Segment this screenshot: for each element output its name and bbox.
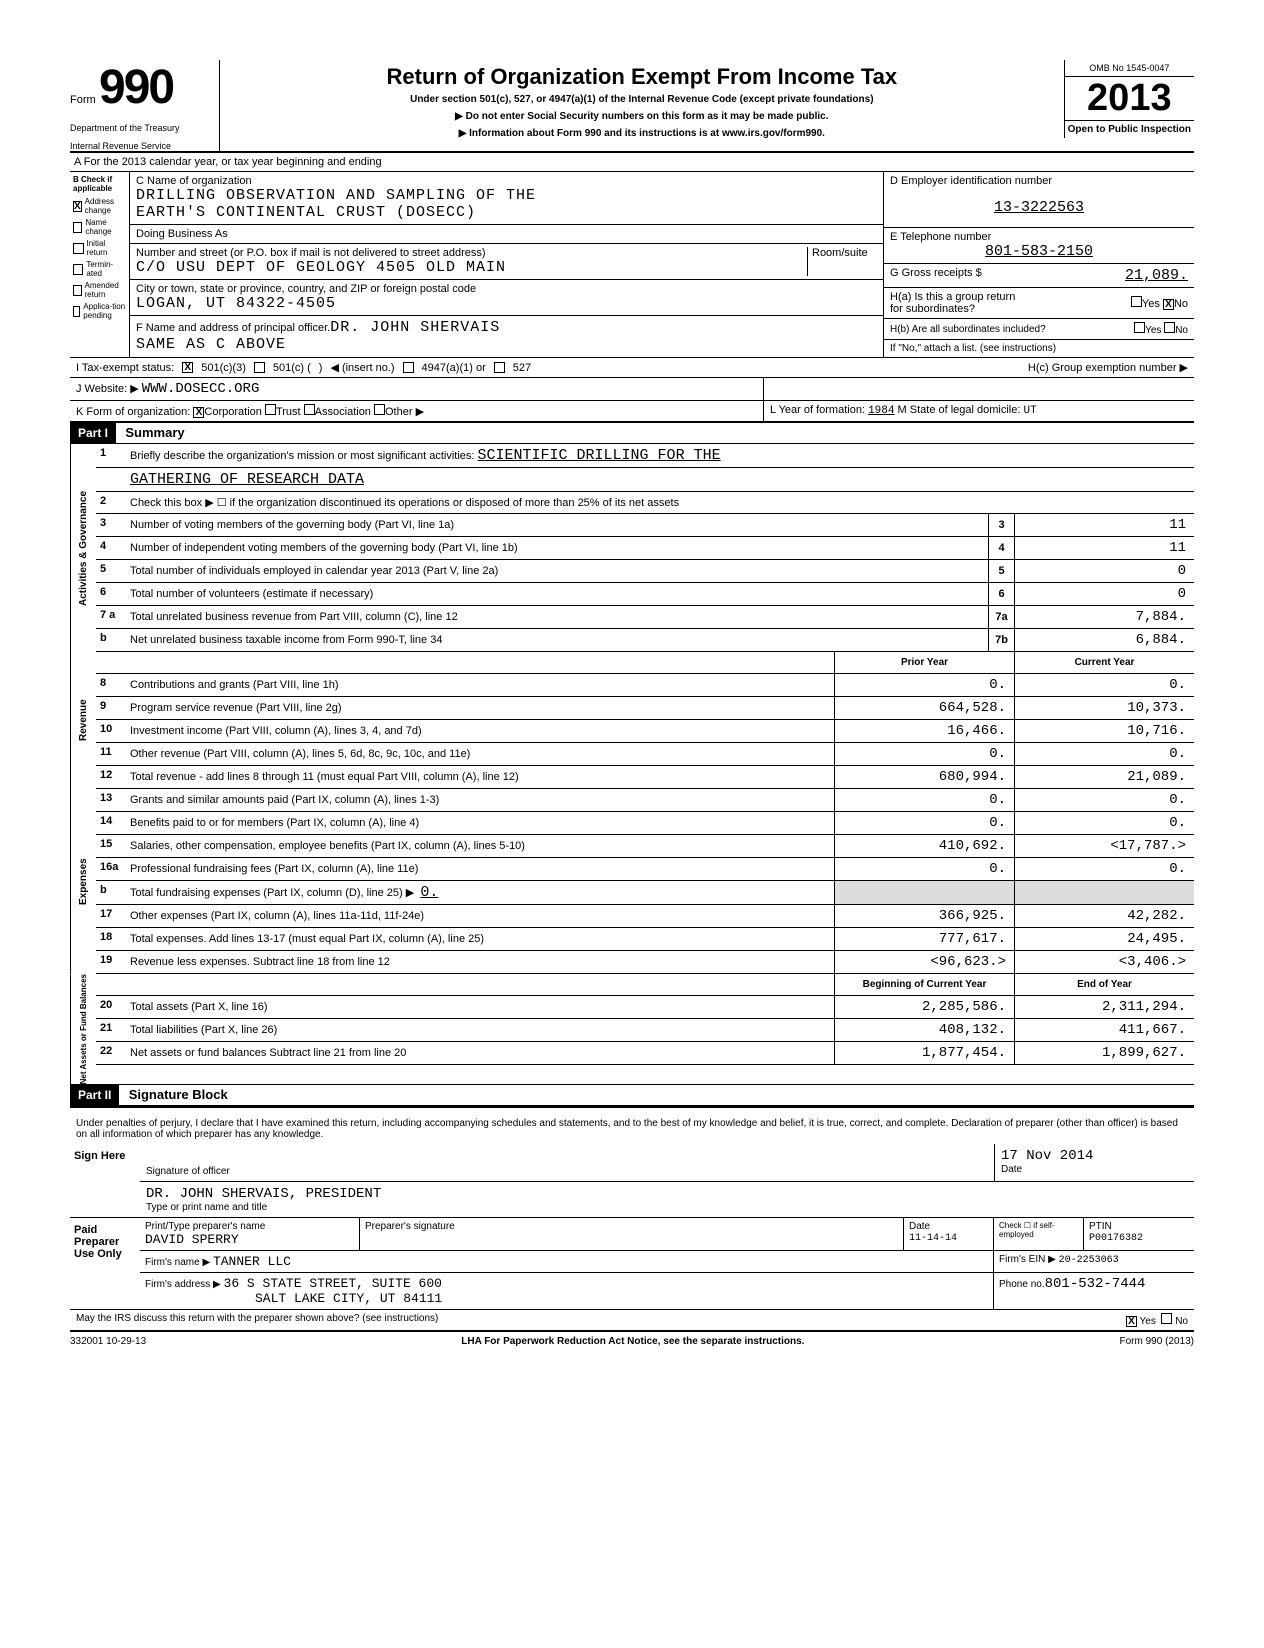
officer-name: DR. JOHN SHERVAIS, PRESIDENT: [146, 1186, 381, 1202]
summary-governance: Activities & Governance 1Briefly describ…: [70, 444, 1194, 652]
row-a: A For the 2013 calendar year, or tax yea…: [70, 153, 1194, 172]
i-501c3[interactable]: X: [182, 362, 193, 373]
form-title: Return of Organization Exempt From Incom…: [228, 64, 1056, 90]
dept2: Internal Revenue Service: [70, 141, 207, 151]
addr-row: Number and street (or P.O. box if mail i…: [130, 244, 883, 280]
note2: ▶ Information about Form 990 and its ins…: [228, 128, 1056, 139]
website: WWW.DOSECC.ORG: [142, 381, 260, 397]
col-c: C Name of organization DRILLING OBSERVAT…: [130, 172, 884, 357]
form-header: Form 990 Department of the Treasury Inte…: [70, 60, 1194, 153]
row-k: K Form of organization: XCorporation Tru…: [70, 401, 1194, 422]
i-4947[interactable]: [403, 362, 414, 373]
sig-date: 17 Nov 2014: [1001, 1148, 1093, 1164]
officer-addr: SAME AS C ABOVE: [136, 336, 286, 353]
dba-label: Doing Business As: [130, 225, 883, 244]
net-label: Net Assets or Fund Balances: [70, 974, 96, 1084]
chk-app[interactable]: [73, 306, 80, 317]
form-subtitle: Under section 501(c), 527, or 4947(a)(1)…: [228, 94, 1056, 105]
k-other[interactable]: [374, 404, 385, 415]
declaration: Under penalties of perjury, I declare th…: [70, 1114, 1194, 1144]
summary-revenue: Revenue Prior YearCurrent Year 8Contribu…: [70, 652, 1194, 789]
org-name1: DRILLING OBSERVATION AND SAMPLING OF THE: [136, 187, 536, 204]
col-b: B Check if applicable XAddress change Na…: [70, 172, 130, 357]
chk-initial[interactable]: [73, 243, 84, 254]
officer: DR. JOHN SHERVAIS: [330, 319, 500, 336]
c-name-label: C Name of organization DRILLING OBSERVAT…: [130, 172, 883, 225]
form-id-box: Form 990 Department of the Treasury Inte…: [70, 60, 220, 151]
ha-no[interactable]: X: [1163, 299, 1174, 310]
state: UT: [1023, 405, 1036, 417]
signature-block: Under penalties of perjury, I declare th…: [70, 1106, 1194, 1332]
b-header: B Check if applicable: [73, 175, 126, 193]
omb: OMB No 1545-0047: [1065, 60, 1194, 77]
ein: 13-3222563: [890, 199, 1188, 216]
hc: H(c) Group exemption number ▶: [1028, 361, 1188, 374]
footer: 332001 10-29-13 LHA For Paperwork Reduct…: [70, 1332, 1194, 1347]
k-trust[interactable]: [265, 404, 276, 415]
discuss-row: May the IRS discuss this return with the…: [70, 1310, 1194, 1332]
chk-address[interactable]: X: [73, 201, 82, 212]
paid-preparer-row: Paid Preparer Use Only Print/Type prepar…: [70, 1218, 1194, 1310]
gross: 21,089.: [1125, 267, 1188, 284]
hb-yes[interactable]: [1134, 322, 1145, 333]
hb-row: H(b) Are all subordinates included? Yes …: [884, 319, 1194, 340]
col-d: D Employer identification number 13-3222…: [884, 172, 1194, 357]
row-i: I Tax-exempt status: X501(c)(3) 501(c) (…: [70, 358, 1194, 378]
year-formed: 1984: [868, 405, 894, 417]
hb-no[interactable]: [1164, 322, 1175, 333]
summary-expenses: Expenses 13Grants and similar amounts pa…: [70, 789, 1194, 974]
exp-label: Expenses: [70, 789, 96, 974]
section-bcd: B Check if applicable XAddress change Na…: [70, 172, 1194, 358]
header-right: OMB No 1545-0047 2013 Open to Public Ins…: [1064, 60, 1194, 138]
chk-term[interactable]: [73, 264, 83, 275]
org-name2: EARTH'S CONTINENTAL CRUST (DOSECC): [136, 204, 476, 221]
tel-row: E Telephone number 801-583-2150: [884, 228, 1194, 264]
part2-header: Part II Signature Block: [70, 1084, 1194, 1106]
ein-row: D Employer identification number 13-3222…: [884, 172, 1194, 228]
open-public: Open to Public Inspection: [1065, 121, 1194, 138]
chk-name[interactable]: [73, 222, 82, 233]
gross-row: G Gross receipts $ 21,089.: [884, 264, 1194, 288]
rev-label: Revenue: [70, 652, 96, 789]
tel: 801-583-2150: [890, 243, 1188, 260]
room-label: Room/suite: [807, 247, 877, 276]
chk-amend[interactable]: [73, 285, 82, 296]
sign-here-row: Sign Here Signature of officer 17 Nov 20…: [70, 1144, 1194, 1218]
city: LOGAN, UT 84322-4505: [136, 295, 336, 312]
note1: ▶ Do not enter Social Security numbers o…: [228, 111, 1056, 122]
officer-row: F Name and address of principal officer.…: [130, 316, 883, 356]
dept1: Department of the Treasury: [70, 123, 207, 133]
part1-header: Part I Summary: [70, 422, 1194, 444]
ha-row: H(a) Is this a group return for subordin…: [884, 288, 1194, 319]
form-label: Form: [70, 94, 96, 106]
tax-year: 2013: [1065, 77, 1194, 121]
summary-net: Net Assets or Fund Balances Beginning of…: [70, 974, 1194, 1084]
discuss-yes[interactable]: X: [1126, 1316, 1137, 1327]
city-row: City or town, state or province, country…: [130, 280, 883, 316]
addr: C/O USU DEPT OF GEOLOGY 4505 OLD MAIN: [136, 259, 506, 276]
row-j: J Website: ▶ WWW.DOSECC.ORG: [70, 378, 1194, 401]
gov-label: Activities & Governance: [70, 444, 96, 652]
k-corp[interactable]: X: [193, 407, 204, 418]
i-527[interactable]: [494, 362, 505, 373]
hb-note: If "No," attach a list. (see instruction…: [884, 340, 1194, 357]
discuss-no[interactable]: [1161, 1313, 1172, 1324]
k-assoc[interactable]: [304, 404, 315, 415]
form-number: 990: [99, 61, 173, 114]
i-501c[interactable]: [254, 362, 265, 373]
ha-yes[interactable]: [1131, 296, 1142, 307]
header-mid: Return of Organization Exempt From Incom…: [220, 60, 1064, 143]
